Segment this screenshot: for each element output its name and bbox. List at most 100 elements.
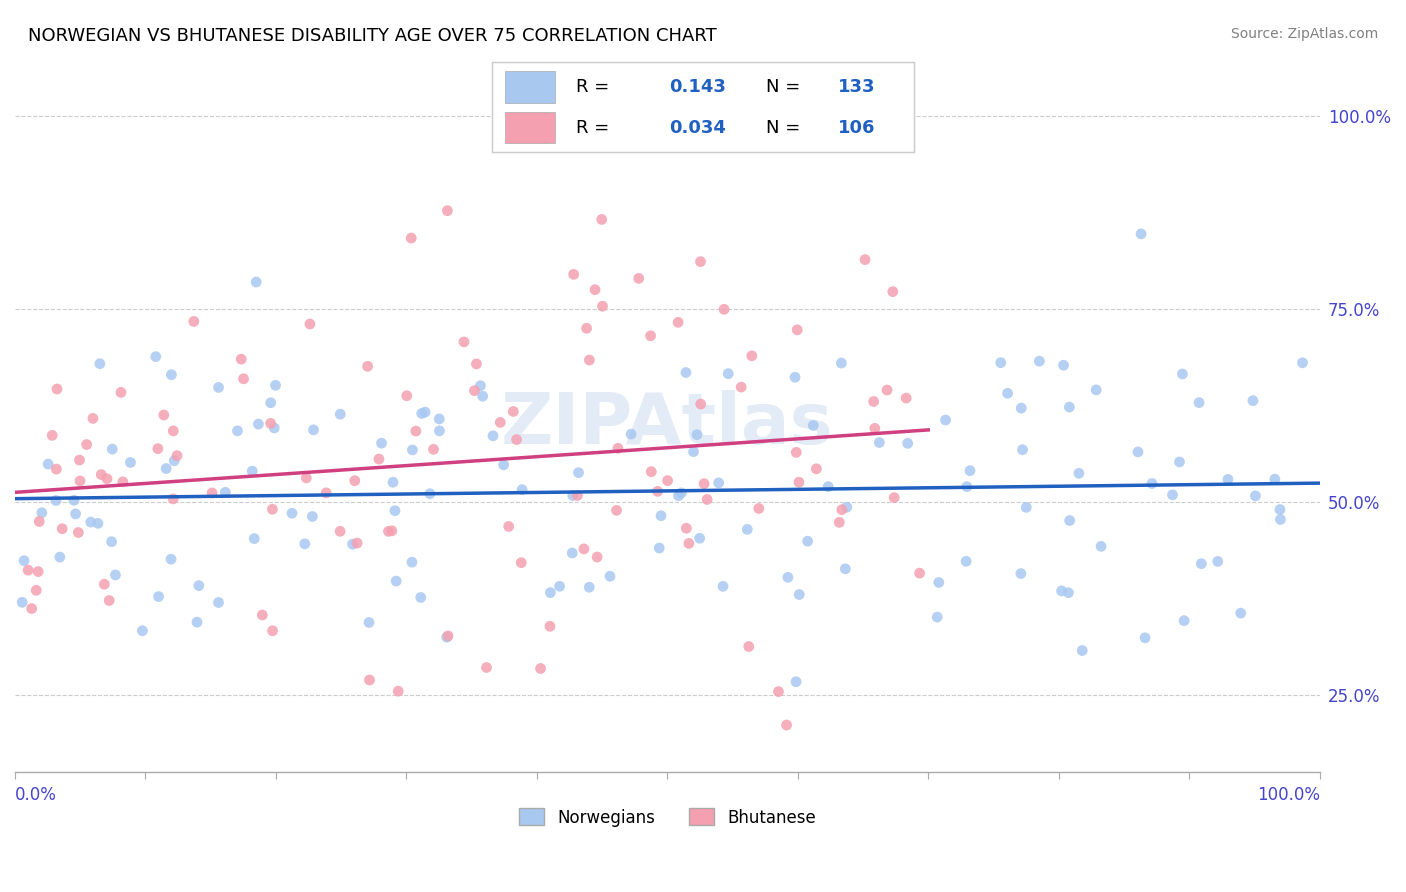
Point: [298, 317, 321, 331]
Point: [264, 378, 287, 392]
Point: [510, 483, 533, 497]
Point: [183, 314, 205, 328]
Point: [409, 591, 432, 605]
Point: [862, 394, 884, 409]
Point: [741, 349, 763, 363]
Point: [1206, 554, 1229, 568]
Point: [1015, 500, 1038, 515]
Point: [776, 570, 799, 584]
Point: [31, 506, 53, 520]
Point: [730, 380, 752, 394]
Point: [263, 421, 285, 435]
Point: [302, 423, 325, 437]
Point: [1028, 354, 1050, 368]
Point: [315, 486, 337, 500]
Point: [187, 579, 209, 593]
FancyBboxPatch shape: [505, 112, 555, 143]
Point: [399, 231, 422, 245]
Point: [17, 563, 39, 577]
Point: [382, 475, 405, 490]
Point: [1011, 442, 1033, 457]
Point: [160, 368, 183, 382]
Point: [162, 424, 184, 438]
Point: [67, 525, 90, 540]
Point: [475, 660, 498, 674]
Point: [882, 285, 904, 299]
Point: [90, 467, 112, 482]
Point: [357, 615, 380, 630]
Point: [232, 372, 254, 386]
Point: [21, 601, 44, 615]
Text: N =: N =: [766, 119, 806, 136]
Point: [411, 407, 433, 421]
Point: [538, 585, 561, 599]
Point: [620, 427, 643, 442]
Point: [1071, 643, 1094, 657]
Text: 0.034: 0.034: [669, 119, 725, 136]
Point: [63, 493, 86, 508]
Point: [356, 359, 378, 374]
Point: [1067, 467, 1090, 481]
Point: [1133, 631, 1156, 645]
Point: [76, 437, 98, 451]
Point: [592, 299, 614, 313]
Point: [738, 640, 761, 654]
Point: [260, 396, 283, 410]
Point: [207, 595, 229, 609]
Point: [801, 418, 824, 433]
Point: [561, 488, 583, 502]
Point: [505, 433, 527, 447]
Point: [1173, 614, 1195, 628]
Point: [387, 684, 409, 698]
Point: [583, 283, 606, 297]
Point: [262, 502, 284, 516]
Point: [599, 569, 621, 583]
Point: [650, 508, 672, 523]
Point: [686, 427, 709, 442]
Text: ZIPAtlas: ZIPAtlas: [501, 390, 834, 459]
Text: R =: R =: [576, 78, 616, 96]
Point: [110, 385, 132, 400]
Point: [111, 475, 134, 489]
Point: [69, 474, 91, 488]
Point: [785, 674, 807, 689]
Point: [301, 509, 323, 524]
Point: [817, 480, 839, 494]
Point: [640, 328, 662, 343]
Point: [463, 384, 485, 398]
Point: [896, 391, 918, 405]
Point: [368, 452, 391, 467]
Point: [49, 550, 72, 565]
Point: [561, 546, 583, 560]
Point: [419, 487, 441, 501]
Point: [405, 424, 427, 438]
Point: [1241, 393, 1264, 408]
Point: [489, 416, 512, 430]
Point: [578, 580, 600, 594]
Point: [956, 480, 979, 494]
Point: [640, 465, 662, 479]
Point: [470, 378, 492, 392]
Point: [1126, 445, 1149, 459]
Point: [96, 472, 118, 486]
Point: [830, 356, 852, 370]
Point: [46, 382, 69, 396]
Point: [160, 552, 183, 566]
Point: [1057, 585, 1080, 599]
Point: [395, 389, 418, 403]
Point: [831, 502, 853, 516]
Point: [37, 457, 59, 471]
Point: [868, 435, 890, 450]
Point: [1171, 367, 1194, 381]
Point: [401, 442, 423, 457]
Point: [1161, 488, 1184, 502]
Point: [381, 524, 404, 538]
Point: [897, 436, 920, 450]
Point: [647, 484, 669, 499]
Point: [717, 367, 740, 381]
Point: [359, 673, 381, 687]
Point: [675, 521, 697, 535]
Point: [28, 515, 51, 529]
Point: [689, 254, 711, 268]
Point: [51, 522, 73, 536]
